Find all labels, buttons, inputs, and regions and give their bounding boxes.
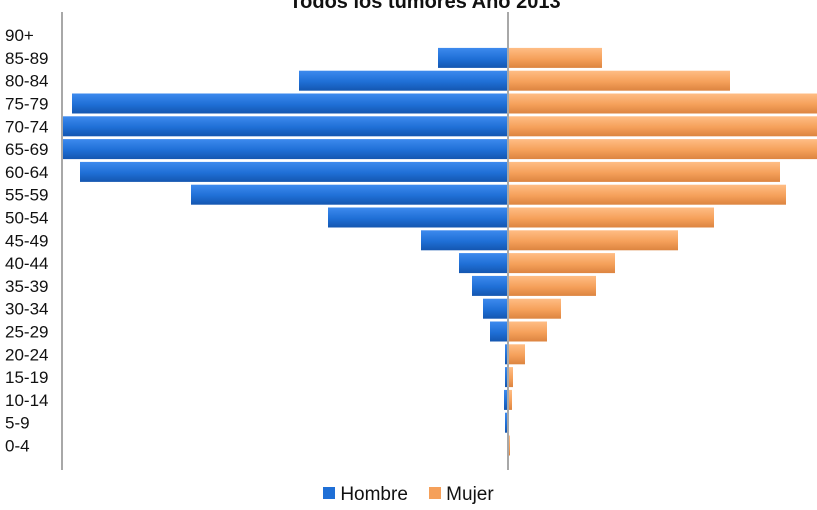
bar-mujer-70-74 [508, 116, 817, 137]
bar-hombre-55-59 [191, 184, 508, 205]
chart-title: Todos los tumores Año 2013 [289, 0, 560, 13]
category-label-45-49: 45-49 [5, 231, 48, 250]
category-axis-labels: 0-4 5-9 10-14 15-19 20-24 25-29 30-34 35-39 40-4… [5, 26, 48, 455]
category-label-50-54: 50-54 [5, 209, 48, 228]
bar-mujer-65-69 [508, 139, 817, 160]
bar-hombre-10-14 [504, 389, 508, 410]
bar-hombre-30-34 [483, 298, 508, 319]
bar-mujer-45-49 [508, 230, 678, 251]
legend-swatch-mujer [429, 486, 442, 499]
bar-hombre-45-49 [421, 230, 508, 251]
category-label-35-39: 35-39 [5, 277, 48, 296]
category-label-20-24: 20-24 [5, 345, 48, 364]
bar-mujer-85-89 [508, 47, 602, 68]
bars-layer [61, 47, 817, 456]
category-label-60-64: 60-64 [5, 163, 48, 182]
category-label-5-9: 5-9 [5, 414, 30, 433]
legend-label-mujer: Mujer [446, 484, 494, 505]
bar-mujer-30-34 [508, 298, 561, 319]
bar-hombre-15-19 [505, 367, 508, 388]
category-label-85-89: 85-89 [5, 49, 48, 68]
legend-label-hombre: Hombre [340, 484, 408, 505]
legend-swatch-hombre [323, 486, 336, 499]
bar-mujer-25-29 [508, 321, 547, 342]
bar-hombre-35-39 [472, 275, 508, 296]
bar-hombre-40-44 [459, 253, 508, 274]
bar-mujer-20-24 [508, 344, 525, 365]
category-label-10-14: 10-14 [5, 391, 48, 410]
bar-mujer-50-54 [508, 207, 714, 228]
bar-hombre-70-74 [62, 116, 508, 137]
bar-hombre-85-89 [438, 47, 508, 68]
category-label-80-84: 80-84 [5, 72, 48, 91]
category-label-25-29: 25-29 [5, 323, 48, 342]
category-label-70-74: 70-74 [5, 117, 48, 136]
category-label-15-19: 15-19 [5, 368, 48, 387]
bar-hombre-50-54 [328, 207, 508, 228]
bar-hombre-25-29 [490, 321, 508, 342]
category-label-90plus: 90+ [5, 26, 34, 45]
bar-mujer-15-19 [508, 367, 513, 388]
bar-hombre-20-24 [505, 344, 508, 365]
category-label-55-59: 55-59 [5, 186, 48, 205]
chart-legend: Hombre Mujer [0, 484, 817, 506]
bar-mujer-60-64 [508, 161, 780, 182]
category-label-30-34: 30-34 [5, 300, 48, 319]
category-label-40-44: 40-44 [5, 254, 48, 273]
bar-mujer-55-59 [508, 184, 786, 205]
bar-hombre-65-69 [61, 139, 508, 160]
bar-mujer-10-14 [508, 389, 512, 410]
bar-hombre-60-64 [80, 161, 508, 182]
category-label-75-79: 75-79 [5, 95, 48, 114]
bar-hombre-5-9 [505, 412, 508, 433]
bar-mujer-35-39 [508, 275, 596, 296]
category-label-65-69: 65-69 [5, 140, 48, 159]
legend-item-mujer: Mujer [429, 484, 494, 506]
bar-mujer-40-44 [508, 253, 615, 274]
bar-hombre-80-84 [299, 70, 508, 91]
legend-item-hombre: Hombre [323, 484, 408, 506]
bar-mujer-80-84 [508, 70, 730, 91]
category-label-0-4: 0-4 [5, 437, 30, 456]
bar-hombre-75-79 [72, 93, 508, 114]
bar-mujer-75-79 [508, 93, 817, 114]
